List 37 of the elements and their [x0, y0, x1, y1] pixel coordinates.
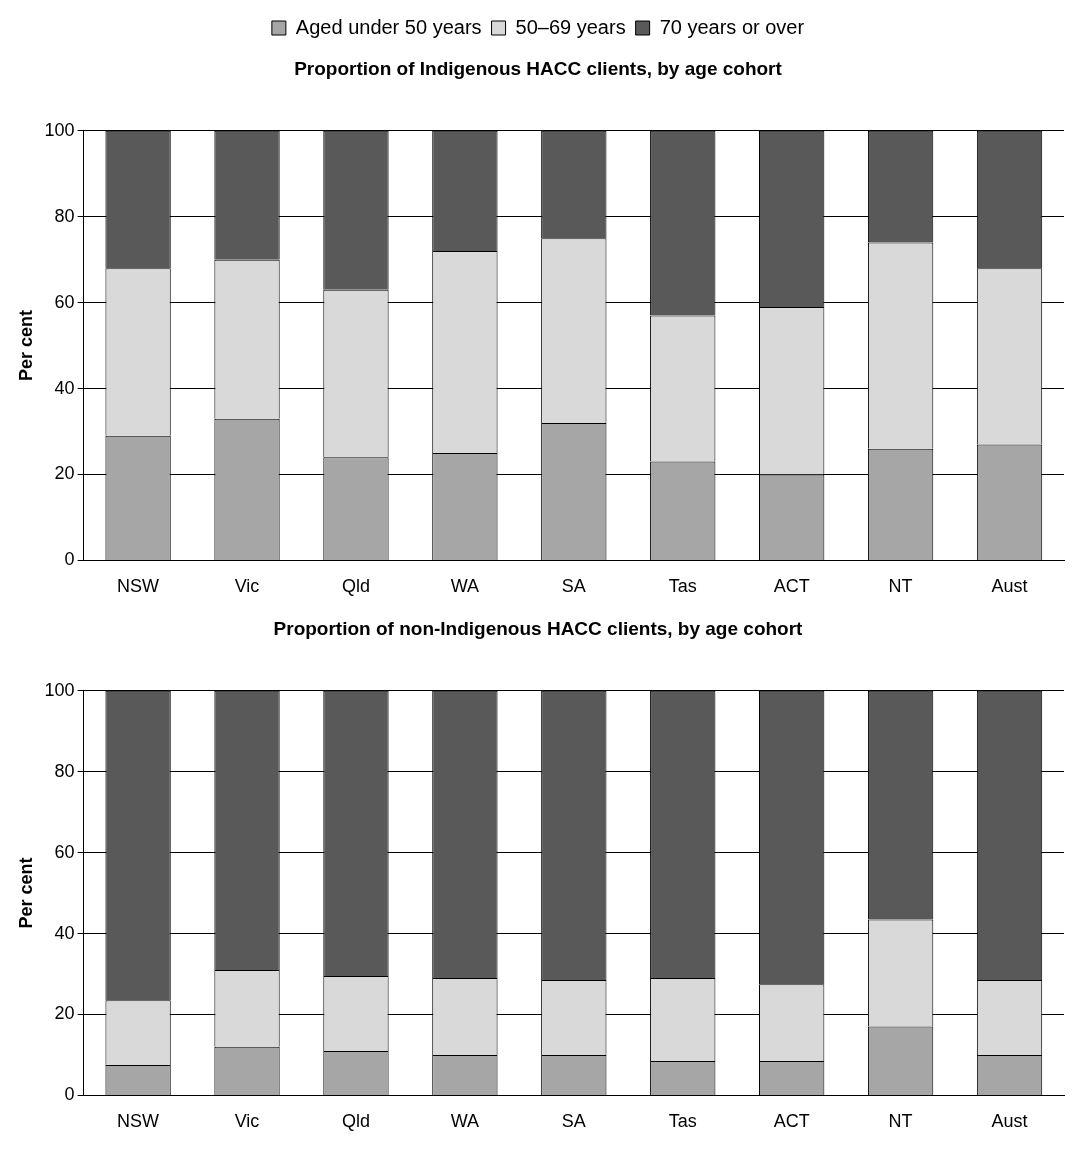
x-tick-label: NSW: [117, 1111, 160, 1132]
y-tick-label: 80: [54, 760, 75, 781]
x-tick-label: NT: [888, 1111, 913, 1132]
x-tick-label: ACT: [773, 576, 810, 597]
y-tick-label: 100: [44, 119, 75, 140]
y-tick-label: 40: [54, 377, 75, 398]
chart-title: Proportion of non-Indigenous HACC clients, by age cohort: [273, 617, 804, 639]
x-tick-label: NT: [888, 576, 913, 597]
legend-label: 50–69 years: [515, 15, 626, 38]
y-tick-label: 80: [54, 205, 75, 226]
x-tick-label: Aust: [991, 576, 1028, 597]
y-tick-label: 60: [54, 841, 75, 862]
x-tick-label: SA: [561, 576, 586, 597]
y-tick-label: 60: [54, 291, 75, 312]
y-axis-title: Per cent: [15, 857, 36, 929]
x-tick-label: NSW: [117, 576, 160, 597]
x-tick-label: SA: [561, 1111, 586, 1132]
y-tick-label: 0: [64, 549, 75, 570]
x-tick-label: Aust: [991, 1111, 1028, 1132]
y-tick-label: 0: [64, 1084, 75, 1105]
x-tick-label: ACT: [773, 1111, 810, 1132]
y-tick-label: 100: [44, 679, 75, 700]
legend-label: 70 years or over: [659, 15, 805, 38]
y-tick-label: 20: [54, 1003, 75, 1024]
y-axis-title: Per cent: [15, 310, 36, 382]
x-tick-label: Qld: [341, 1111, 370, 1132]
chart-title: Proportion of Indigenous HACC clients, by age cohort: [294, 57, 783, 79]
x-tick-label: Qld: [341, 576, 370, 597]
legend-label: Aged under 50 years: [295, 15, 482, 38]
y-tick-label: 20: [54, 463, 75, 484]
x-tick-label: WA: [450, 576, 480, 597]
x-tick-label: Vic: [234, 1111, 260, 1132]
x-tick-label: Vic: [234, 576, 260, 597]
x-tick-label: Tas: [668, 1111, 697, 1132]
x-tick-label: Tas: [668, 576, 697, 597]
x-tick-label: WA: [450, 1111, 480, 1132]
y-tick-label: 40: [54, 922, 75, 943]
